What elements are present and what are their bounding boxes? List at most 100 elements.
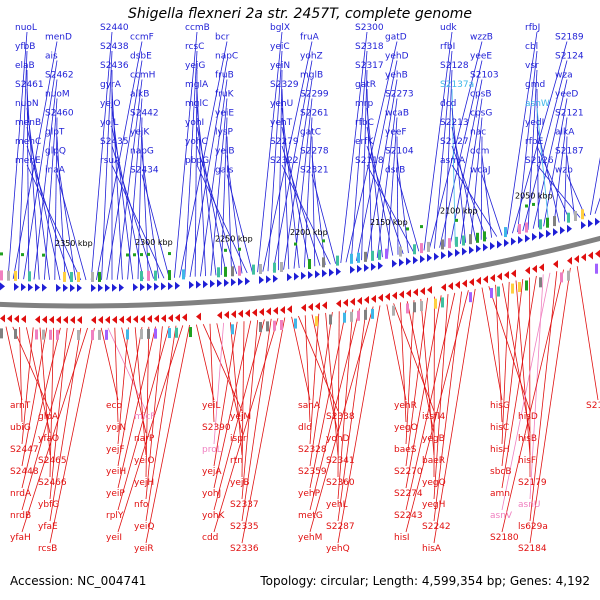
forward-gene-label: nuoN xyxy=(15,99,39,109)
reverse-leader-line xyxy=(393,303,435,412)
reverse-gene-label: S2184 xyxy=(518,544,547,554)
feature-block-bottom xyxy=(140,329,143,340)
forward-leader-line xyxy=(536,145,570,221)
forward-leader-line xyxy=(517,50,538,233)
feature-block-bottom xyxy=(35,329,38,340)
reverse-leader-line xyxy=(405,297,428,467)
reverse-gene-mark xyxy=(581,253,586,262)
forward-gene-label: S2127 xyxy=(440,137,469,147)
genome-backbone xyxy=(0,235,600,309)
forward-gene-mark xyxy=(189,281,194,290)
forward-gene-mark xyxy=(203,280,208,289)
forward-leader-line xyxy=(272,60,313,271)
reverse-leader-line xyxy=(213,319,265,511)
feature-block-top xyxy=(399,246,402,257)
forward-leader-line xyxy=(189,60,228,278)
forward-leader-line xyxy=(196,164,248,274)
forward-leader-line xyxy=(340,31,368,264)
forward-leader-line xyxy=(127,98,143,280)
feature-block-top xyxy=(91,271,94,282)
forward-gene-mark xyxy=(175,281,180,290)
forward-gene-label: alkB xyxy=(130,90,149,100)
reverse-gene-label: yegH xyxy=(422,500,445,510)
feature-block-top xyxy=(546,217,549,228)
forward-gene-mark xyxy=(98,283,103,292)
forward-gene-label: gatC xyxy=(300,128,321,138)
forward-gene-label: wza xyxy=(555,71,573,81)
forward-gene-label: S2318 xyxy=(355,42,384,52)
forward-gene-label: nuoM xyxy=(45,90,70,100)
green-tick xyxy=(238,247,241,251)
reverse-gene-label: ispr xyxy=(230,434,247,444)
feature-block-bottom xyxy=(56,329,59,340)
forward-gene-label: S2118 xyxy=(355,156,384,166)
forward-gene-mark xyxy=(161,282,166,291)
forward-leader-line xyxy=(26,126,61,280)
feature-block-bottom xyxy=(0,328,3,339)
reverse-leader-line xyxy=(386,304,407,401)
green-tick xyxy=(0,252,3,256)
forward-gene-mark xyxy=(42,283,47,292)
forward-leader-line xyxy=(434,50,453,249)
reverse-leader-line xyxy=(145,326,150,478)
reverse-leader-line xyxy=(213,322,224,445)
forward-leader-line xyxy=(141,155,160,279)
reverse-gene-mark xyxy=(105,315,110,324)
forward-leader-line xyxy=(460,98,483,244)
forward-gene-mark xyxy=(532,232,537,241)
forward-gene-label: S2300 xyxy=(355,23,384,33)
forward-gene-label: S2126 xyxy=(525,156,554,166)
forward-gene-label: yehU xyxy=(270,99,293,109)
forward-gene-label: wzzB xyxy=(470,33,493,43)
feature-block-bottom xyxy=(189,327,192,338)
reverse-gene-label: S2447 xyxy=(10,445,39,455)
reverse-gene-mark xyxy=(175,313,180,322)
forward-gene-label: menE xyxy=(15,156,41,166)
reverse-leader-line xyxy=(49,327,95,544)
feature-block-top xyxy=(441,239,444,250)
feature-block-bottom xyxy=(105,329,108,340)
forward-gene-mark xyxy=(595,217,600,226)
forward-gene-mark xyxy=(266,275,271,284)
green-tick xyxy=(147,252,150,256)
reverse-gene-label: ls629a xyxy=(518,522,548,532)
forward-gene-mark xyxy=(469,246,474,255)
reverse-gene-mark xyxy=(336,299,341,308)
forward-gene-label: yejO xyxy=(100,99,120,109)
feature-block-top xyxy=(504,227,507,238)
reverse-gene-mark xyxy=(343,298,348,307)
forward-gene-label: glpQ xyxy=(45,147,66,157)
reverse-gene-label: yfaO xyxy=(38,434,59,444)
reverse-gene-mark xyxy=(511,269,516,278)
forward-gene-mark xyxy=(77,283,82,292)
feature-block-top xyxy=(567,212,570,223)
reverse-leader-line xyxy=(420,298,435,456)
reverse-gene-mark xyxy=(462,279,467,288)
feature-block-top xyxy=(539,219,542,230)
forward-leader-line xyxy=(111,107,134,280)
forward-gene-label: yehT xyxy=(270,118,293,128)
reverse-leader-line xyxy=(49,327,68,500)
feature-block-bottom xyxy=(413,302,416,313)
forward-gene-mark xyxy=(476,244,481,253)
reverse-gene-mark xyxy=(35,315,40,324)
reverse-leader-line xyxy=(213,318,279,533)
feature-block-bottom xyxy=(567,270,570,281)
forward-leader-line xyxy=(101,50,113,280)
reverse-gene-mark xyxy=(238,309,243,318)
forward-leader-line xyxy=(311,174,336,264)
forward-gene-mark xyxy=(301,271,306,280)
reverse-gene-label: dld xyxy=(298,423,312,433)
forward-gene-label: ccmF xyxy=(130,33,154,43)
forward-gene-label: S2187 xyxy=(555,147,584,157)
reverse-gene-mark xyxy=(70,315,75,324)
forward-leader-line xyxy=(90,31,113,281)
reverse-gene-label: nrdA xyxy=(10,489,32,499)
reverse-leader-line xyxy=(21,327,48,467)
forward-leader-line xyxy=(210,98,228,276)
reverse-gene-label: S2180 xyxy=(490,533,519,543)
forward-gene-label: yfbB xyxy=(15,42,35,52)
forward-gene-mark xyxy=(273,274,278,283)
reverse-gene-label: cdd xyxy=(202,533,218,543)
reverse-gene-label: yehP xyxy=(298,489,321,499)
